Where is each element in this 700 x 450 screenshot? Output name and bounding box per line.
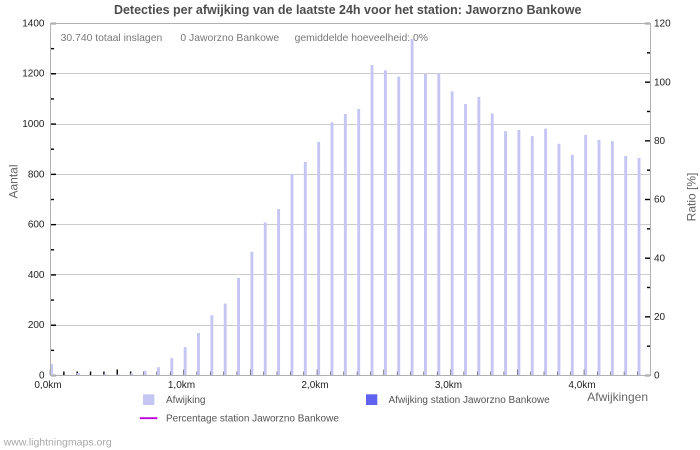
- svg-text:1400: 1400: [22, 18, 45, 29]
- svg-text:Afwijkingen: Afwijkingen: [587, 390, 648, 404]
- svg-text:0 Jaworzno Bankowe: 0 Jaworzno Bankowe: [180, 33, 279, 44]
- svg-text:Ratio [%]: Ratio [%]: [685, 173, 699, 222]
- svg-text:gemiddelde hoeveelheid: 0%: gemiddelde hoeveelheid: 0%: [295, 33, 428, 44]
- svg-text:1200: 1200: [22, 69, 45, 80]
- svg-text:400: 400: [28, 270, 45, 281]
- svg-text:Afwijking station Jaworzno Ban: Afwijking station Jaworzno Bankowe: [389, 395, 551, 406]
- svg-text:3,0km: 3,0km: [435, 380, 462, 391]
- svg-text:800: 800: [28, 169, 45, 180]
- svg-text:30.740 totaal inslagen: 30.740 totaal inslagen: [61, 33, 163, 44]
- svg-text:www.lightningmaps.org: www.lightningmaps.org: [3, 436, 112, 448]
- svg-text:1,0km: 1,0km: [168, 380, 195, 391]
- svg-text:Aantal: Aantal: [7, 164, 21, 198]
- svg-text:60: 60: [654, 195, 666, 206]
- svg-text:Detecties per afwijking van de: Detecties per afwijking van de laatste 2…: [114, 3, 582, 17]
- svg-text:200: 200: [28, 320, 45, 331]
- svg-text:40: 40: [654, 253, 666, 264]
- svg-text:2,0km: 2,0km: [301, 380, 328, 391]
- svg-text:80: 80: [654, 136, 666, 147]
- svg-text:100: 100: [654, 77, 671, 88]
- svg-text:0: 0: [654, 371, 660, 382]
- svg-text:1000: 1000: [22, 119, 45, 130]
- svg-text:600: 600: [28, 220, 45, 231]
- svg-text:Percentage station Jaworzno Ba: Percentage station Jaworzno Bankowe: [166, 413, 339, 424]
- svg-text:4,0km: 4,0km: [568, 380, 595, 391]
- svg-text:0,0km: 0,0km: [34, 380, 61, 391]
- svg-text:0: 0: [39, 370, 45, 381]
- svg-text:120: 120: [654, 19, 671, 30]
- svg-text:20: 20: [654, 312, 666, 323]
- svg-text:Afwijking: Afwijking: [166, 395, 205, 406]
